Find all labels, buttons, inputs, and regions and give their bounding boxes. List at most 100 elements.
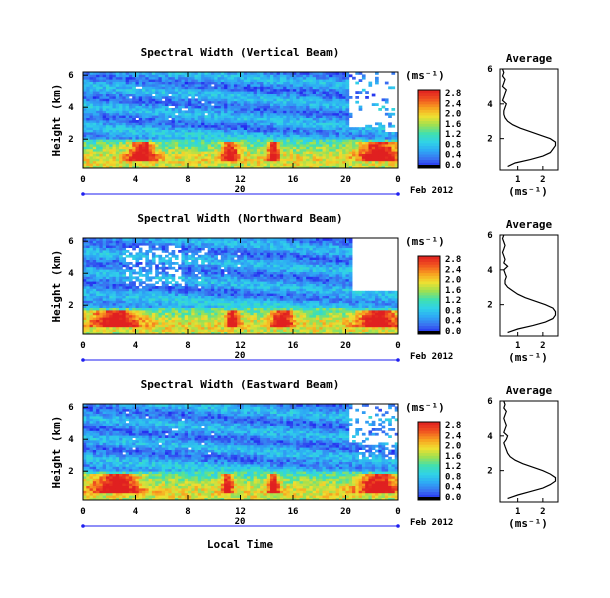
heatmap-cell xyxy=(99,129,104,133)
heatmap-cell xyxy=(302,122,307,126)
heatmap-cell xyxy=(99,271,104,275)
heatmap-cell xyxy=(112,81,117,85)
heatmap-cell xyxy=(148,264,153,268)
heatmap-cell xyxy=(168,252,172,256)
heatmap-cell xyxy=(109,281,113,284)
heatmap-cell xyxy=(161,245,166,248)
heatmap-cell xyxy=(243,115,248,118)
heatmap-cell xyxy=(165,266,169,270)
heatmap-cell xyxy=(181,163,186,166)
heatmap-cell xyxy=(217,108,222,111)
heatmap-cell xyxy=(194,129,199,133)
heatmap-cell xyxy=(253,110,258,114)
heatmap-cell xyxy=(260,98,264,102)
heatmap-cell xyxy=(158,72,163,75)
heatmap-cell xyxy=(312,134,317,138)
heatmap-cell xyxy=(286,153,291,157)
heatmap-cell xyxy=(240,122,245,126)
heatmap-cell xyxy=(184,139,189,142)
heatmap-cell xyxy=(233,148,238,152)
heatmap-cell xyxy=(165,141,169,145)
heatmap-cell xyxy=(233,88,238,92)
heatmap-cell xyxy=(368,84,373,87)
heatmap-cell xyxy=(220,156,225,159)
heatmap-cell xyxy=(145,242,150,246)
heatmap-cell xyxy=(358,139,363,142)
heatmap-cell xyxy=(230,98,235,102)
heatmap-cell xyxy=(204,146,209,150)
heatmap-cell xyxy=(115,307,120,311)
heatmap-cell xyxy=(168,322,172,325)
heatmap-cell xyxy=(197,271,202,275)
heatmap-cell xyxy=(309,136,314,140)
heatmap-cell xyxy=(122,86,127,90)
heatmap-cell xyxy=(253,108,258,111)
heatmap-cell xyxy=(102,307,107,311)
heatmap-cell xyxy=(171,326,176,330)
heatmap-cell xyxy=(119,240,123,244)
heatmap-cell xyxy=(296,117,300,121)
heatmap-cell xyxy=(128,136,133,140)
heatmap-cell xyxy=(109,274,113,277)
heatmap-cell xyxy=(322,158,327,162)
heatmap-cell xyxy=(296,124,300,128)
heatmap-cell xyxy=(145,331,150,335)
heatmap-cell xyxy=(240,124,245,128)
heatmap-cell xyxy=(122,165,127,169)
heatmap-cell xyxy=(191,79,195,82)
heatmap-cell xyxy=(309,134,314,138)
heatmap-cell xyxy=(365,153,369,157)
heatmap-cell xyxy=(276,79,281,82)
heatmap-cell xyxy=(204,259,209,263)
heatmap-cell xyxy=(338,112,343,116)
heatmap-cell xyxy=(99,290,104,294)
heatmap-cell xyxy=(247,112,251,116)
heatmap-cell xyxy=(122,262,127,265)
heatmap-cell xyxy=(128,238,133,241)
heatmap-cell xyxy=(161,262,166,265)
heatmap-cell xyxy=(325,98,330,102)
heatmap-cell xyxy=(355,148,360,152)
heatmap-cell xyxy=(96,262,100,265)
heatmap-cell xyxy=(115,271,120,275)
heatmap-cell xyxy=(92,139,97,142)
heatmap-cell xyxy=(138,84,143,87)
heatmap-cell xyxy=(174,74,179,78)
heatmap-cell xyxy=(83,305,87,308)
heatmap-cell xyxy=(128,156,133,159)
heatmap-cell xyxy=(184,290,189,294)
heatmap-cell xyxy=(210,144,215,147)
heatmap-cell xyxy=(207,91,212,94)
heatmap-cell xyxy=(155,293,159,296)
heatmap-cell xyxy=(309,122,314,126)
heatmap-cell xyxy=(184,264,189,268)
heatmap-cell xyxy=(151,156,156,159)
heatmap-cell xyxy=(283,165,287,169)
heatmap-cell xyxy=(286,136,291,140)
heatmap-cell xyxy=(99,264,104,268)
heatmap-cell xyxy=(105,252,110,256)
x-tick-label: 0 xyxy=(395,175,400,185)
heatmap-cell xyxy=(315,141,320,145)
heatmap-cell xyxy=(342,91,346,94)
heatmap-cell xyxy=(355,136,360,140)
heatmap-cell xyxy=(194,151,199,154)
heatmap-cell xyxy=(165,163,169,166)
heatmap-cell xyxy=(266,151,271,154)
heatmap-cell xyxy=(112,96,117,99)
heatmap-cell xyxy=(306,122,310,126)
heatmap-cell xyxy=(338,141,343,145)
heatmap-cell xyxy=(368,151,373,154)
heatmap-cell xyxy=(155,302,159,306)
heatmap-cell xyxy=(135,295,140,299)
heatmap-cell xyxy=(237,120,241,123)
heatmap-cell xyxy=(161,151,166,154)
heatmap-cell xyxy=(322,124,327,128)
heatmap-cell xyxy=(273,81,277,85)
heatmap-cell xyxy=(105,286,110,289)
heatmap-cell xyxy=(325,127,330,130)
heatmap-cell xyxy=(240,98,245,102)
heatmap-cell xyxy=(125,329,130,332)
heatmap-cell xyxy=(325,103,330,106)
heatmap-cell xyxy=(201,319,205,323)
